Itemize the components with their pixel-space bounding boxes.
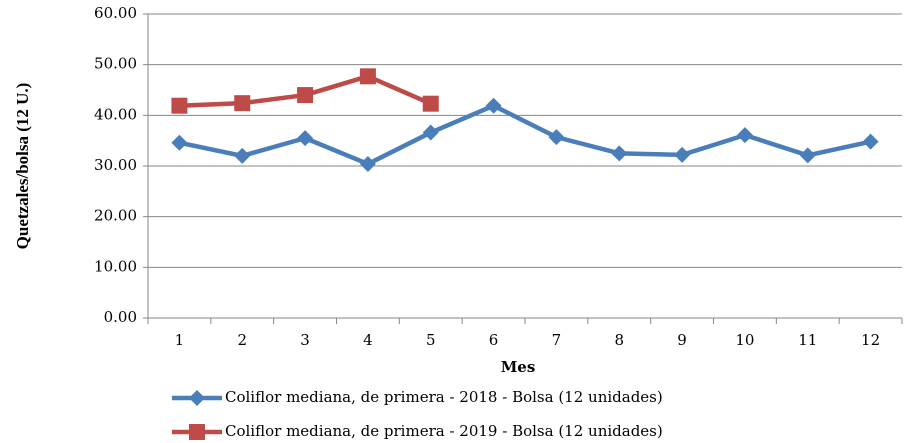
x-tick-label: 1 [175,331,185,349]
x-tick-label: 2 [237,331,247,349]
y-tick-label: 50.00 [94,55,137,73]
y-tick-label: 30.00 [94,156,137,174]
x-tick-label: 8 [614,331,624,349]
point-marker [422,124,439,141]
x-tick-label: 11 [798,331,817,349]
x-axis-title: Mes [501,358,536,376]
point-marker [234,95,251,112]
point-marker [359,68,376,85]
point-marker [674,146,691,163]
legend-label: Coliflor mediana, de primera - 2019 - Bo… [225,422,663,440]
point-marker [799,147,816,164]
y-axis-title: Quetzales/bolsa (12 U.) [13,83,32,250]
x-tick-label: 5 [426,331,436,349]
point-marker [548,129,565,146]
x-tick-label: 9 [677,331,687,349]
x-tick-label: 7 [552,331,562,349]
point-marker [171,134,188,151]
point-marker [234,147,251,164]
x-tick-label: 4 [363,331,373,349]
point-marker [862,133,879,150]
y-tick-label: 10.00 [94,257,137,275]
series-line [178,103,872,167]
y-tick-label: 0.00 [104,308,137,326]
x-tick-label: 3 [300,331,310,349]
x-tick-label: 12 [861,331,880,349]
point-marker [736,127,753,144]
y-tick-label: 20.00 [94,207,137,225]
y-tick-label: 60.00 [94,4,137,22]
point-marker [611,145,628,162]
x-tick-label: 6 [489,331,499,349]
point-marker [485,97,502,114]
point-marker [422,95,439,112]
legend-marker [189,390,205,406]
x-tick-label: 10 [735,331,754,349]
point-marker [297,87,314,104]
point-marker [297,130,314,147]
point-marker [171,97,188,114]
legend-marker [189,424,205,440]
legend-label: Coliflor mediana, de primera - 2018 - Bo… [225,388,663,406]
y-tick-label: 40.00 [94,105,137,123]
point-marker [359,155,376,172]
